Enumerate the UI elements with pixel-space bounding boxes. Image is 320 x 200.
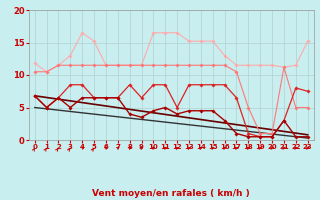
Text: Vent moyen/en rafales ( km/h ): Vent moyen/en rafales ( km/h ) bbox=[92, 189, 250, 198]
